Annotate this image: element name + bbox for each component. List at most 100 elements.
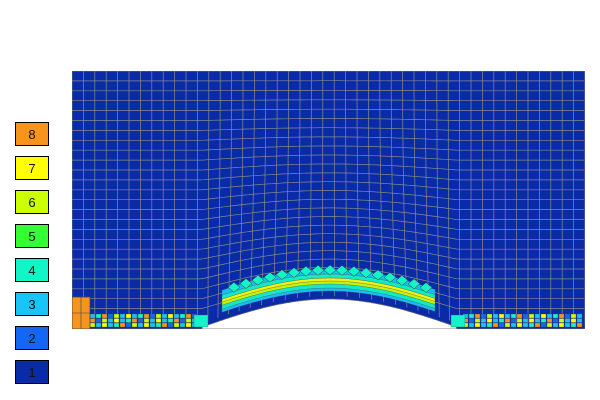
bottom-strip-element-left <box>179 318 186 323</box>
bottom-strip-element-right <box>540 313 547 319</box>
bottom-strip-element-right <box>576 313 583 319</box>
legend-item-6: 6 <box>15 190 49 214</box>
bottom-strip-element-left <box>167 313 174 319</box>
bottom-strip-element-right <box>576 318 583 323</box>
legend-item-7: 7 <box>15 156 49 180</box>
mesh-gridline-vertical <box>447 71 450 321</box>
bottom-strip-element-right <box>546 322 553 328</box>
legend-label-5: 5 <box>28 228 36 244</box>
legend-item-8: 8 <box>15 122 49 146</box>
legend-label-1: 1 <box>28 364 36 380</box>
edge-element-left <box>193 314 209 328</box>
bottom-strip-element-right <box>492 318 499 323</box>
bottom-strip-element-left <box>161 313 168 319</box>
bottom-strip-element-right <box>492 313 499 319</box>
bump-element-diamond <box>299 265 313 277</box>
bump-element-diamond <box>371 269 385 281</box>
bottom-strip-element-left <box>167 322 174 328</box>
bottom-strip-element-left <box>179 322 186 328</box>
bottom-strip-element-right <box>534 322 541 328</box>
legend-label-4: 4 <box>28 262 36 278</box>
bottom-strip-element-right <box>516 322 523 328</box>
legend-label-6: 6 <box>28 194 36 210</box>
legend-label-3: 3 <box>28 296 36 312</box>
bottom-strip-element-left <box>107 318 114 323</box>
bottom-strip-element-left <box>131 318 138 323</box>
legend-item-4: 4 <box>15 258 49 282</box>
bottom-strip-element-right <box>564 318 571 323</box>
bottom-strip-element-left <box>155 322 162 328</box>
mesh-gridline-horizontal <box>72 118 584 121</box>
bottom-strip-element-right <box>510 313 517 319</box>
mesh-gridline-horizontal <box>72 145 584 151</box>
bottom-strip-element-right <box>558 313 565 319</box>
bottom-strip-element-left <box>125 322 132 328</box>
bottom-strip-element-right <box>570 313 577 319</box>
bottom-strip-element-left <box>149 318 156 323</box>
bump-element-diamond <box>311 264 325 276</box>
mesh-gridline-vertical <box>284 71 289 301</box>
bottom-strip-element-right <box>498 318 505 323</box>
mesh-gridline-vertical <box>402 71 408 308</box>
bottom-strip-element-right <box>480 313 487 319</box>
bottom-strip-element-right <box>516 313 523 319</box>
bottom-strip-element-right <box>486 318 493 323</box>
bump-cutout <box>201 298 458 329</box>
mesh-gridline-vertical <box>297 71 301 299</box>
bottom-strip-element-right <box>492 322 499 328</box>
bottom-strip-element-right <box>480 322 487 328</box>
bottom-strip-element-left <box>143 322 150 328</box>
bottom-strip-element-right <box>564 313 571 319</box>
bottom-strip-element-left <box>137 313 144 319</box>
mesh-svg <box>72 71 585 329</box>
bottom-strip-element-right <box>522 322 529 328</box>
bottom-strip-element-left <box>131 322 138 328</box>
bottom-strip-element-right <box>510 322 517 328</box>
legend-item-1: 1 <box>15 360 49 384</box>
edge-element-right <box>450 314 466 328</box>
mesh-gridline-horizontal <box>72 241 584 260</box>
bump-element-diamond <box>227 281 241 293</box>
bottom-strip-element-left <box>95 322 102 328</box>
bottom-strip-element-left <box>119 318 126 323</box>
bottom-strip-element-left <box>125 318 132 323</box>
bump-element-diamond <box>347 265 361 277</box>
legend-label-2: 2 <box>28 330 36 346</box>
bottom-strip-element-right <box>504 318 511 323</box>
bump-element-diamond <box>323 264 337 276</box>
bottom-strip-element-right <box>528 318 535 323</box>
bottom-strip-element-left <box>119 313 126 319</box>
legend-item-3: 3 <box>15 292 49 316</box>
bottom-strip-element-left <box>95 313 102 319</box>
mesh-gridline-vertical <box>436 71 440 318</box>
mesh-gridline-horizontal <box>72 136 584 141</box>
bump-element-diamond <box>395 275 409 286</box>
bottom-strip-element-right <box>486 313 493 319</box>
bottom-strip-element-left <box>89 313 96 319</box>
bottom-strip-element-left <box>89 322 96 328</box>
bottom-strip-element-left <box>149 322 156 328</box>
bottom-strip-element-right <box>510 318 517 323</box>
bottom-strip-element-left <box>167 318 174 323</box>
bump-element-diamond <box>251 274 265 286</box>
bottom-strip-element-left <box>125 313 132 319</box>
mesh-gridline-horizontal <box>72 181 584 191</box>
bottom-strip-element-right <box>528 313 535 319</box>
mesh-gridline-horizontal <box>72 216 584 230</box>
bump-element-diamond <box>359 267 373 279</box>
mesh-gridline-vertical <box>321 71 324 297</box>
bottom-strip-element-left <box>161 322 168 328</box>
legend-item-2: 2 <box>15 326 49 350</box>
bottom-strip-element-left <box>101 313 108 319</box>
bottom-strip-element-right <box>480 318 487 323</box>
bottom-strip-element-right <box>552 318 559 323</box>
bottom-strip-element-right <box>564 322 571 328</box>
bump-element-diamond <box>407 278 421 290</box>
mesh-gridline-vertical <box>249 71 255 308</box>
bottom-strip-element-left <box>113 313 120 319</box>
bottom-strip-element-right <box>552 313 559 319</box>
mesh-gridline-vertical <box>345 71 348 297</box>
bottom-strip-element-left <box>161 318 168 323</box>
bottom-strip-element-right <box>474 322 481 328</box>
mesh-gridline-horizontal <box>72 258 584 280</box>
